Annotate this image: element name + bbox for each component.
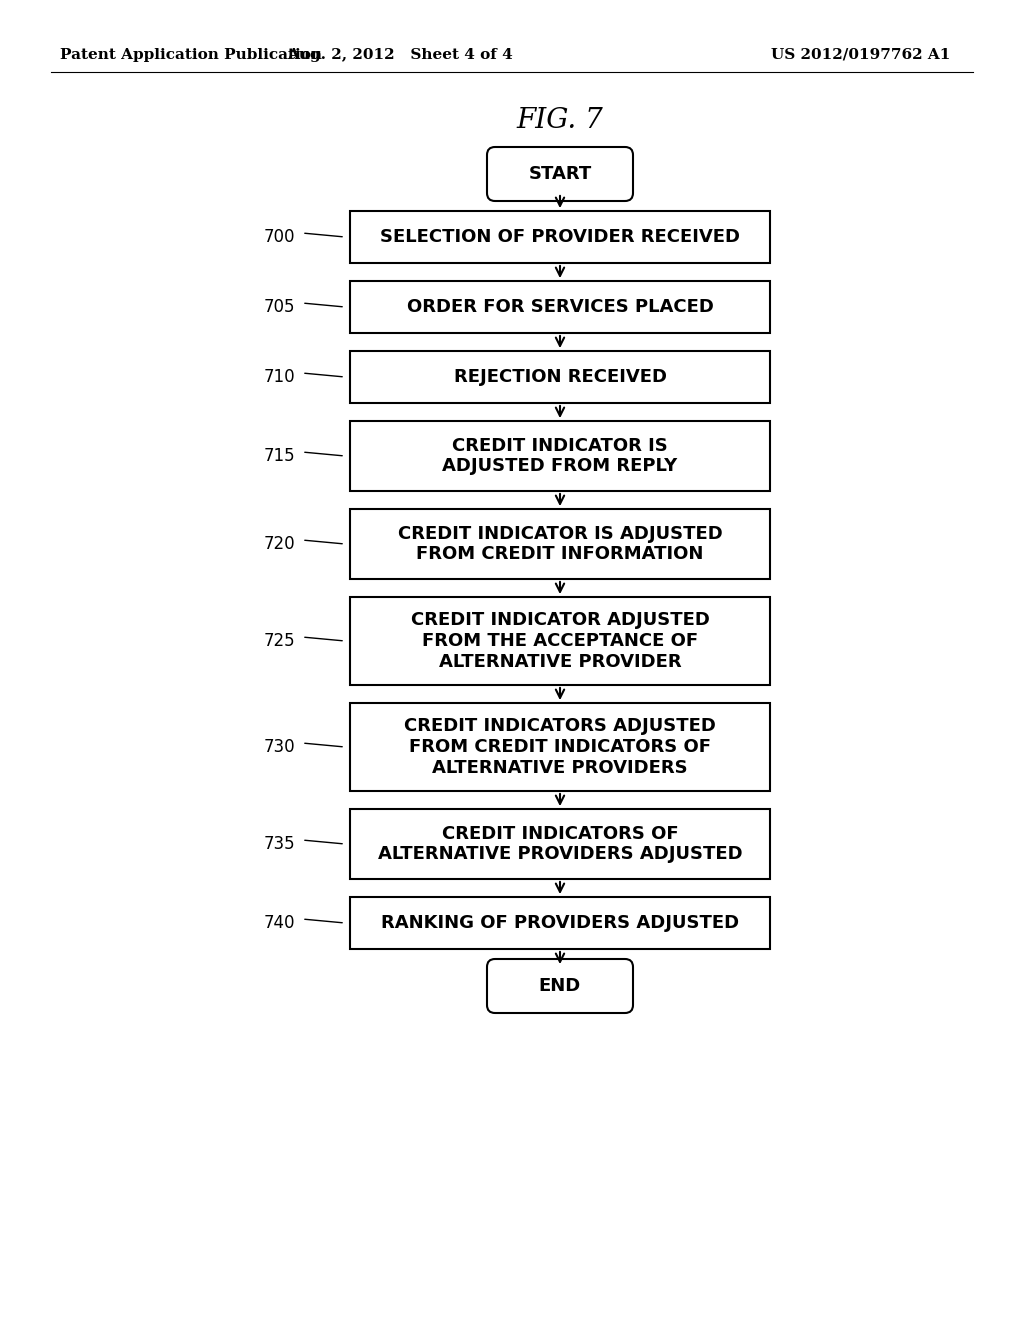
Text: CREDIT INDICATORS OF
ALTERNATIVE PROVIDERS ADJUSTED: CREDIT INDICATORS OF ALTERNATIVE PROVIDE… [378,825,742,863]
Bar [350,421,770,491]
Text: 705: 705 [263,298,295,315]
FancyBboxPatch shape [487,960,633,1012]
Bar [350,281,770,333]
Text: FIG. 7: FIG. 7 [517,107,603,133]
Text: 700: 700 [263,228,295,246]
Text: SELECTION OF PROVIDER RECEIVED: SELECTION OF PROVIDER RECEIVED [380,228,740,246]
Text: 710: 710 [263,368,295,385]
Bar [350,704,770,791]
Text: END: END [539,977,582,995]
Text: 735: 735 [263,836,295,853]
Text: 725: 725 [263,632,295,649]
Text: Patent Application Publication: Patent Application Publication [60,48,322,62]
Text: 720: 720 [263,535,295,553]
Bar [350,211,770,263]
Text: CREDIT INDICATOR IS
ADJUSTED FROM REPLY: CREDIT INDICATOR IS ADJUSTED FROM REPLY [442,437,678,475]
Text: US 2012/0197762 A1: US 2012/0197762 A1 [771,48,950,62]
Text: 730: 730 [263,738,295,756]
Bar [350,809,770,879]
Text: CREDIT INDICATOR IS ADJUSTED
FROM CREDIT INFORMATION: CREDIT INDICATOR IS ADJUSTED FROM CREDIT… [397,524,722,564]
Text: ORDER FOR SERVICES PLACED: ORDER FOR SERVICES PLACED [407,298,714,315]
Text: CREDIT INDICATORS ADJUSTED
FROM CREDIT INDICATORS OF
ALTERNATIVE PROVIDERS: CREDIT INDICATORS ADJUSTED FROM CREDIT I… [404,717,716,776]
Text: START: START [528,165,592,183]
Text: 715: 715 [263,447,295,465]
Bar [350,597,770,685]
Text: 740: 740 [263,913,295,932]
Text: CREDIT INDICATOR ADJUSTED
FROM THE ACCEPTANCE OF
ALTERNATIVE PROVIDER: CREDIT INDICATOR ADJUSTED FROM THE ACCEP… [411,611,710,671]
Bar [350,510,770,579]
Text: REJECTION RECEIVED: REJECTION RECEIVED [454,368,667,385]
Bar [350,898,770,949]
FancyBboxPatch shape [487,147,633,201]
Bar [350,351,770,403]
Text: Aug. 2, 2012   Sheet 4 of 4: Aug. 2, 2012 Sheet 4 of 4 [287,48,513,62]
Text: RANKING OF PROVIDERS ADJUSTED: RANKING OF PROVIDERS ADJUSTED [381,913,739,932]
